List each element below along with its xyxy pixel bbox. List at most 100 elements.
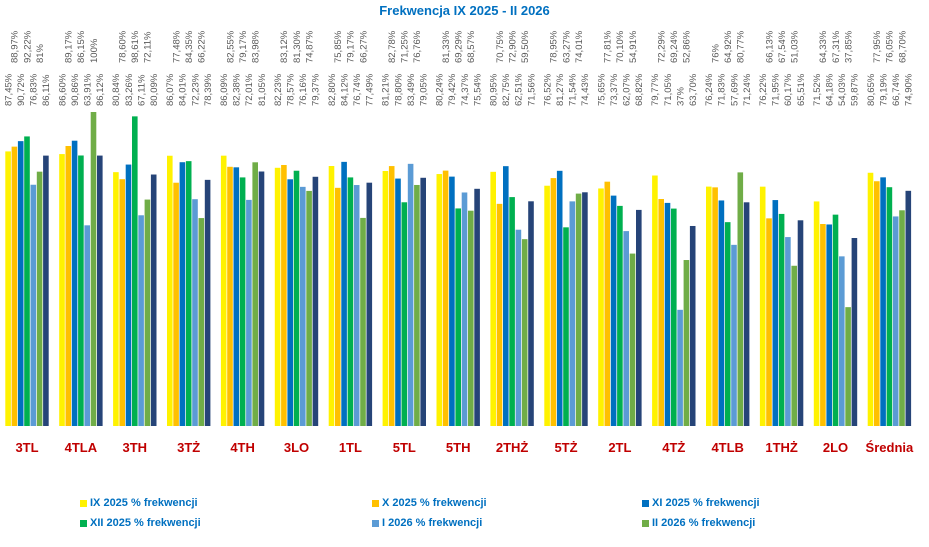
data-label: 73,37% — [609, 73, 620, 106]
category-group: 86,60% 89,17% 90,86% 86,15% 63,91% 100% 86,12%… — [57, 30, 106, 455]
bar — [905, 190, 912, 426]
x-tick-label: 4TLB — [711, 440, 744, 455]
legend-label: II 2026 % frekwencji — [652, 517, 756, 529]
data-label: 80,24% — [435, 73, 446, 106]
bar — [737, 172, 744, 426]
bar — [43, 155, 49, 426]
legend-swatch — [372, 519, 379, 527]
data-label: 64,92% — [723, 30, 734, 63]
bar — [167, 155, 173, 426]
data-label: 66,74% — [891, 73, 902, 106]
data-label: 78,39% — [203, 73, 214, 106]
category-group: 80,24% 81,33% 79,42% 69,29% 74,37% 68,57% 75,5… — [435, 30, 484, 455]
bar — [496, 203, 503, 426]
bar — [5, 151, 11, 427]
bar — [90, 112, 97, 426]
data-label: 79,77% — [650, 73, 661, 106]
bar — [97, 155, 103, 427]
data-label: 83,49% — [406, 73, 417, 106]
data-label: 65,51% — [796, 73, 807, 106]
bar — [874, 181, 880, 426]
bar — [712, 187, 718, 426]
bar — [604, 181, 611, 426]
x-tick-label: 5TH — [446, 440, 471, 455]
bar — [569, 201, 576, 426]
bar — [671, 208, 677, 426]
bar — [65, 146, 72, 426]
bar — [731, 244, 737, 426]
data-label: 71,83% — [717, 73, 728, 106]
bar — [490, 171, 496, 426]
x-tick-label: 5TL — [393, 440, 416, 455]
bar — [11, 146, 18, 426]
data-label: 71,05% — [663, 73, 674, 106]
bar — [820, 224, 826, 426]
data-label: 80,77% — [736, 30, 747, 63]
bar — [24, 136, 30, 426]
data-label: 67,11% — [136, 74, 147, 106]
bar — [582, 192, 588, 426]
bar — [528, 201, 534, 426]
bar — [360, 217, 366, 426]
data-label: 68,70% — [897, 30, 908, 63]
bar — [509, 197, 515, 426]
legend-label: I 2026 % frekwencji — [382, 517, 483, 529]
data-label: 83,12% — [279, 30, 290, 63]
bar — [724, 222, 731, 426]
x-tick-label: 1TL — [339, 440, 362, 455]
bar — [575, 193, 582, 426]
legend-label: IX 2025 % frekwencji — [90, 497, 198, 509]
data-label: 72,90% — [507, 30, 518, 63]
data-label: 64,33% — [818, 30, 829, 63]
bar — [239, 177, 246, 426]
bar — [503, 166, 509, 427]
bar — [353, 185, 360, 426]
data-label: 75,85% — [333, 30, 344, 63]
data-label: 74,37% — [460, 73, 471, 106]
data-label: 72,01% — [244, 73, 255, 106]
bar — [414, 184, 420, 426]
bar — [347, 177, 354, 426]
bar — [281, 165, 287, 426]
category-group: 76,22% 66,13% 71,95% 67,54% 60,17% 51,03% 65,5… — [758, 30, 807, 455]
bar — [899, 210, 905, 426]
x-tick-label: 3TH — [123, 440, 148, 455]
bar — [664, 202, 671, 426]
bar — [204, 179, 211, 426]
category-group: 82,23% 83,12% 78,57% 81,30% 76,16% 74,87% 79,3… — [273, 30, 322, 455]
data-label: 82,75% — [501, 73, 512, 106]
category-group: 71,52% 64,33% 64,18% 67,31% 54,03% 37,85% 59,8… — [812, 30, 861, 455]
data-label: 57,69% — [729, 73, 740, 106]
data-label: 74,90% — [904, 73, 915, 106]
bar — [335, 187, 341, 426]
legend-swatch — [80, 519, 87, 527]
bar — [227, 166, 233, 426]
bar — [173, 182, 179, 426]
data-label: 59,87% — [850, 73, 861, 106]
data-label: 90,86% — [70, 73, 81, 106]
data-label: 51,03% — [790, 30, 801, 63]
data-label: 79,17% — [346, 30, 357, 63]
bar — [867, 172, 874, 426]
data-label: 79,37% — [311, 73, 322, 106]
data-label: 75,54% — [472, 73, 483, 106]
bar — [544, 185, 550, 426]
bar — [179, 162, 186, 426]
data-label: 60,17% — [783, 73, 794, 106]
data-label: 80,84% — [111, 73, 122, 106]
bar — [718, 200, 725, 426]
data-label: 69,24% — [669, 30, 680, 63]
bar — [880, 177, 886, 426]
data-label: 70,75% — [495, 30, 506, 63]
data-label: 79,05% — [419, 73, 430, 106]
data-label: 72,23% — [190, 73, 201, 106]
data-label: 83,26% — [124, 73, 135, 106]
bar — [293, 170, 300, 426]
data-label: 76,52% — [542, 73, 553, 106]
bar — [449, 176, 455, 426]
bar — [461, 192, 468, 426]
data-label: 83,98% — [251, 30, 262, 63]
bar — [706, 186, 712, 426]
data-label: 76% — [710, 43, 721, 63]
x-tick-label: 5TŻ — [554, 440, 577, 455]
